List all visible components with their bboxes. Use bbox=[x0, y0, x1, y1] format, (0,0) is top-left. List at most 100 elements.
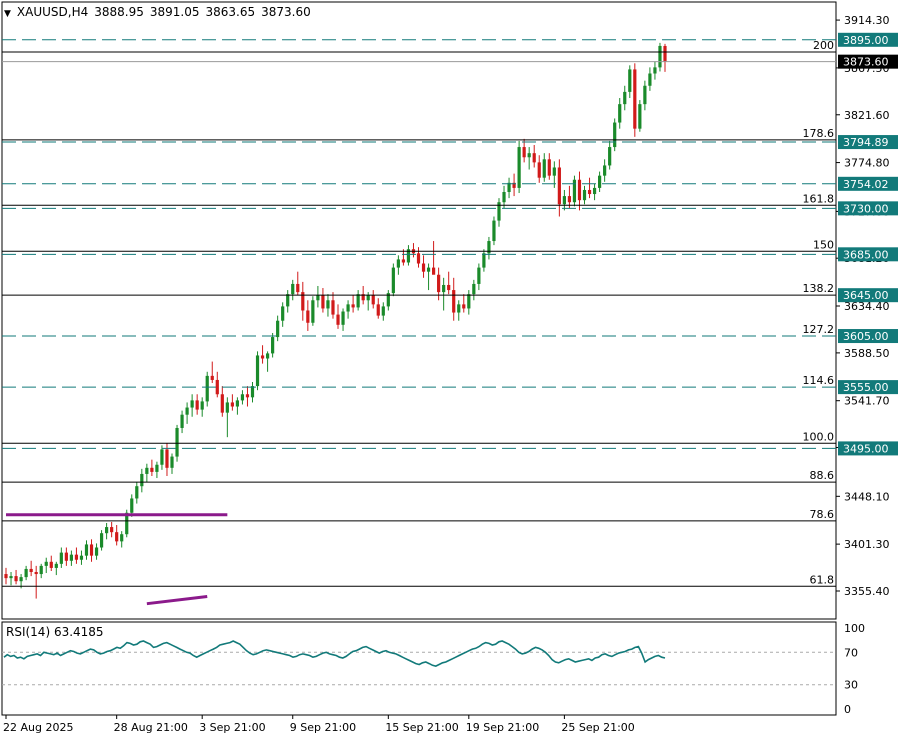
candle-body-up bbox=[492, 220, 496, 242]
candle-body-up bbox=[381, 306, 385, 316]
candle-body-down bbox=[64, 552, 68, 561]
candle-body-up bbox=[386, 293, 390, 307]
rsi-level-label: 0 bbox=[844, 703, 851, 716]
candle-body-up bbox=[99, 533, 104, 548]
candle-body-down bbox=[401, 259, 406, 263]
candle-body-down bbox=[29, 568, 33, 573]
candle-body-up bbox=[39, 565, 43, 575]
candle-body-up bbox=[341, 311, 345, 325]
price-level-box bbox=[838, 201, 898, 216]
y-tick-label: 3541.70 bbox=[844, 395, 890, 408]
rsi-title: RSI(14) 63.4185 bbox=[6, 625, 104, 639]
fib-level-tag: 78.6 bbox=[810, 508, 835, 521]
candle-body-up bbox=[346, 304, 350, 312]
candle-body-up bbox=[54, 563, 58, 568]
candle-body-up bbox=[391, 267, 395, 294]
candle-body-up bbox=[472, 283, 476, 295]
candle-body-down bbox=[522, 147, 526, 158]
candle-body-up bbox=[205, 375, 209, 402]
candle-body-down bbox=[150, 467, 154, 472]
candle-body-up bbox=[658, 45, 662, 68]
rsi-line bbox=[3, 640, 666, 667]
collapse-triangle-icon[interactable]: ▼ bbox=[4, 9, 11, 19]
candle-body-up bbox=[487, 241, 491, 254]
candle-body-up bbox=[265, 353, 270, 359]
x-tick-label: 9 Sep 21:00 bbox=[290, 721, 356, 734]
candle-body-up bbox=[507, 182, 511, 193]
candle-body-up bbox=[59, 552, 63, 564]
horizontal-levels: 3895.00 200 178.6 3794.89 3754.02 161.8 3730.0… bbox=[2, 32, 898, 587]
price-level-label: 3730.00 bbox=[843, 202, 889, 215]
price-level-label: 3685.00 bbox=[843, 248, 889, 261]
fib-level-tag: 114.6 bbox=[803, 374, 835, 387]
price-level-box bbox=[838, 32, 898, 47]
candle-body-up bbox=[135, 486, 139, 499]
candle-body-down bbox=[34, 572, 38, 575]
candle-body-up bbox=[200, 401, 204, 410]
fib-level-tag: 161.8 bbox=[803, 192, 835, 205]
candle-body-up bbox=[482, 253, 486, 268]
candle-body-up bbox=[497, 202, 501, 221]
candle-body-up bbox=[562, 196, 566, 205]
fib-level-tag: 100.0 bbox=[803, 430, 835, 443]
candle-body-up bbox=[457, 304, 461, 313]
candle-body-down bbox=[296, 283, 300, 293]
candle-body-up bbox=[240, 394, 245, 401]
candles bbox=[4, 42, 667, 599]
candle-body-down bbox=[245, 394, 250, 398]
candle-body-up bbox=[84, 544, 89, 556]
fib-level-tag: 200 bbox=[813, 39, 834, 52]
candle-body-up bbox=[19, 577, 23, 582]
candle-body-up bbox=[517, 147, 521, 188]
candle-body-up bbox=[145, 467, 149, 474]
candle-body-down bbox=[371, 295, 375, 305]
candle-body-up bbox=[598, 175, 602, 188]
low-price: 3863.65 bbox=[205, 5, 256, 19]
candle-body-up bbox=[502, 192, 506, 203]
candle-body-up bbox=[286, 294, 290, 307]
candle-body-down bbox=[49, 561, 53, 568]
y-tick-label: 3588.50 bbox=[844, 347, 890, 360]
price-level-label: 3555.00 bbox=[843, 381, 889, 394]
price-panel-frame bbox=[1, 1, 837, 620]
candle-body-up bbox=[225, 402, 229, 413]
price-level-box bbox=[838, 135, 898, 150]
candle-body-up bbox=[291, 283, 295, 295]
candle-body-down bbox=[567, 196, 572, 203]
x-axis-ticks: 22 Aug 2025 28 Aug 21:00 3 Sep 21:00 9 Sep … bbox=[3, 715, 635, 734]
price-level-label: 3645.00 bbox=[843, 289, 889, 302]
price-level-box bbox=[838, 288, 898, 303]
current-price-label: 3873.60 bbox=[843, 56, 889, 69]
candle-body-up bbox=[125, 512, 129, 535]
candle-body-up bbox=[582, 189, 587, 201]
candle-body-down bbox=[431, 267, 436, 275]
candle-body-up bbox=[426, 267, 431, 272]
candle-body-down bbox=[587, 189, 592, 195]
candle-body-up bbox=[572, 179, 577, 203]
candle-body-up bbox=[326, 300, 330, 309]
candle-body-down bbox=[321, 295, 325, 309]
y-tick-label: 3774.80 bbox=[844, 157, 890, 170]
candle-body-up bbox=[105, 527, 109, 534]
candle-body-down bbox=[577, 179, 582, 201]
candle-body-up bbox=[316, 295, 320, 301]
current-price-box bbox=[838, 54, 898, 69]
candle-body-up bbox=[190, 400, 194, 408]
x-tick-label: 15 Sep 21:00 bbox=[385, 721, 458, 734]
candle-body-up bbox=[442, 284, 446, 293]
candle-body-up bbox=[366, 295, 370, 301]
candle-body-up bbox=[613, 122, 617, 148]
candle-body-up bbox=[69, 554, 73, 561]
y-tick-label: 3914.30 bbox=[844, 14, 890, 27]
price-level-box bbox=[838, 176, 898, 191]
candle-body-down bbox=[260, 355, 265, 359]
y-axis-ticks: 3914.303867.503821.603774.803727.003681.… bbox=[836, 14, 890, 598]
candle-body-down bbox=[331, 300, 335, 315]
price-level-box bbox=[838, 441, 898, 456]
fib-level-tag: 150 bbox=[813, 238, 834, 251]
candle-body-up bbox=[44, 561, 48, 566]
candle-body-up bbox=[406, 249, 411, 263]
candle-body-up bbox=[94, 547, 99, 556]
